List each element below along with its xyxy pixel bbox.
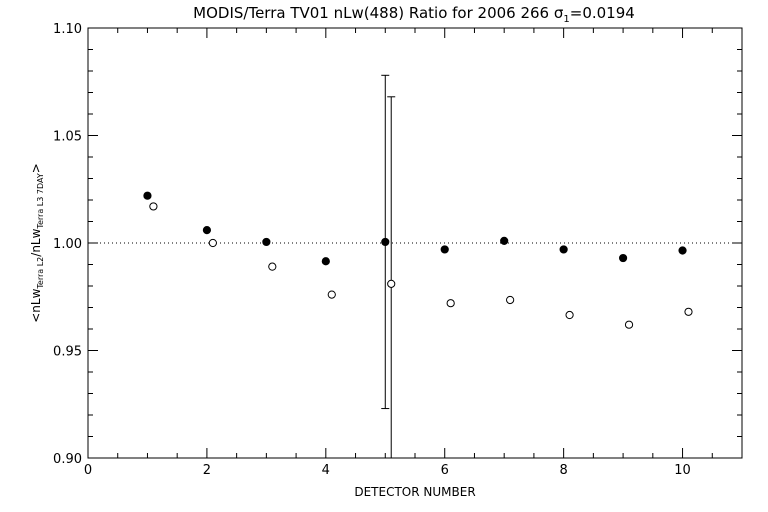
x-tick-label: 10 xyxy=(674,463,691,478)
open-point xyxy=(506,295,515,305)
filled-point xyxy=(500,236,509,245)
axis-tick-labels: 0 2 4 6 8 10 0.90 0.95 1.00 1.05 1.10 xyxy=(53,22,691,478)
axis-ticks xyxy=(87,27,743,459)
data-points xyxy=(143,191,693,329)
error-bars xyxy=(381,74,396,458)
filled-point xyxy=(143,191,152,200)
filled-point xyxy=(440,245,449,254)
x-tick-label: 2 xyxy=(203,463,211,478)
y-tick-label: 0.90 xyxy=(53,452,82,467)
filled-point xyxy=(559,245,568,254)
open-point xyxy=(149,202,158,211)
filled-point xyxy=(202,226,212,235)
filled-point xyxy=(381,237,390,247)
x-tick-label: 6 xyxy=(441,463,449,478)
filled-point xyxy=(262,237,271,247)
open-point xyxy=(565,310,574,320)
open-point xyxy=(446,299,455,308)
filled-point xyxy=(321,257,330,266)
y-axis-label: <nLwTerra L2/nLwTerra L3 7DAY> xyxy=(29,163,45,323)
open-point xyxy=(268,262,277,271)
open-point xyxy=(624,320,634,329)
open-point xyxy=(327,290,336,299)
y-tick-label: 1.00 xyxy=(53,237,82,252)
y-tick-label: 0.95 xyxy=(53,345,82,360)
y-tick-label: 1.05 xyxy=(53,130,82,145)
filled-point xyxy=(618,253,628,263)
y-tick-label: 1.10 xyxy=(53,22,82,37)
x-axis-label: DETECTOR NUMBER xyxy=(354,485,475,499)
open-point xyxy=(387,279,396,288)
filled-point xyxy=(678,246,687,255)
plot-frame xyxy=(87,27,743,459)
x-tick-label: 0 xyxy=(84,463,92,478)
open-point xyxy=(684,307,693,316)
chart-title: MODIS/Terra TV01 nLw(488) Ratio for 2006… xyxy=(193,4,635,25)
x-tick-label: 4 xyxy=(322,463,330,478)
x-tick-label: 8 xyxy=(559,463,567,478)
open-point xyxy=(208,238,217,248)
